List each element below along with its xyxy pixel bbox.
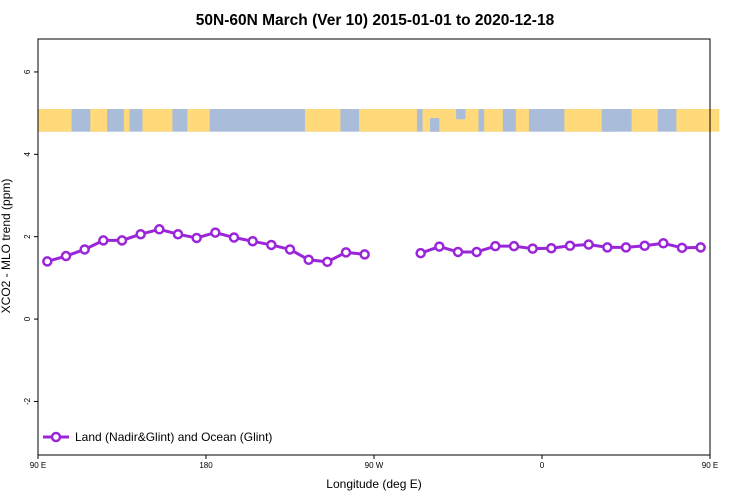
series-line	[46, 227, 365, 264]
x-axis-label: Longitude (deg E)	[326, 477, 421, 491]
data-point	[564, 240, 576, 252]
data-point	[434, 241, 445, 252]
data-point	[490, 240, 501, 252]
data-point	[116, 235, 128, 246]
data-point	[471, 246, 482, 258]
map-land-region	[484, 109, 503, 132]
data-point	[639, 240, 650, 252]
data-point	[154, 224, 165, 235]
data-point	[210, 227, 221, 238]
y-tick-label: 4	[23, 152, 32, 157]
data-point	[191, 232, 202, 244]
data-point	[695, 242, 706, 253]
map-land-region	[304, 109, 341, 132]
map-ocean-inlet	[131, 109, 141, 122]
y-axis-label: XCO2 - MLO trend (ppm)	[0, 179, 13, 314]
legend-label: Land (Nadir&Glint) and Ocean (Glint)	[75, 430, 272, 444]
data-point	[42, 256, 53, 267]
map-land-region	[123, 109, 130, 132]
data-point	[303, 254, 314, 266]
data-point	[228, 232, 240, 243]
series-line	[420, 241, 701, 255]
map-ocean-inlet	[456, 109, 466, 120]
data-point	[98, 235, 109, 246]
x-tick-label: 180	[199, 461, 213, 470]
data-point	[452, 246, 464, 258]
data-point	[359, 249, 370, 260]
data-point	[602, 242, 613, 253]
legend-point-marker	[50, 431, 62, 443]
data-point	[172, 228, 184, 240]
map-land-region	[515, 109, 529, 132]
data-point	[583, 239, 594, 250]
map-land-region	[564, 109, 602, 132]
data-point	[676, 242, 688, 254]
legend: Land (Nadir&Glint) and Ocean (Glint)	[43, 430, 272, 444]
data-point	[546, 242, 557, 254]
map-ocean-inlet	[430, 118, 440, 132]
map-land-region	[187, 109, 210, 132]
map-land-region	[142, 109, 173, 132]
data-point	[266, 239, 277, 251]
x-axis-ticks: 90 E 180 90 W 0 90 E	[30, 455, 718, 470]
plot-frame	[37, 38, 711, 456]
y-tick-label: -2	[23, 397, 32, 405]
chart-title: 50N-60N March (Ver 10) 2015-01-01 to 202…	[196, 12, 555, 29]
x-tick-label: 0	[540, 461, 545, 470]
map-land-region	[631, 109, 658, 132]
world-map-strip	[38, 109, 720, 132]
data-point	[527, 243, 538, 254]
data-point	[340, 247, 352, 258]
map-land-region	[90, 109, 108, 132]
data-point	[508, 240, 520, 252]
x-tick-label: 90 W	[365, 461, 384, 470]
series-layer	[42, 224, 706, 268]
data-point	[620, 242, 632, 253]
y-tick-label: 0	[23, 316, 32, 321]
data-point	[79, 244, 90, 255]
map-ocean-inlet	[603, 120, 613, 132]
data-point	[247, 235, 258, 247]
data-point	[135, 228, 146, 240]
y-tick-label: 6	[23, 69, 32, 74]
map-land-region	[38, 109, 72, 132]
data-point	[284, 244, 296, 255]
x-tick-label: 90 E	[30, 461, 46, 470]
data-point	[658, 238, 669, 249]
data-point	[60, 250, 72, 262]
data-point	[415, 247, 426, 259]
data-point	[322, 256, 333, 268]
map-land-region	[676, 109, 720, 132]
map-land-region	[359, 109, 417, 132]
y-tick-label: 2	[23, 234, 32, 239]
map-ocean-inlet	[71, 116, 81, 128]
x-tick-label: 90 E	[702, 461, 718, 470]
y-axis-ticks: -2 0 2 4 6	[23, 69, 38, 405]
